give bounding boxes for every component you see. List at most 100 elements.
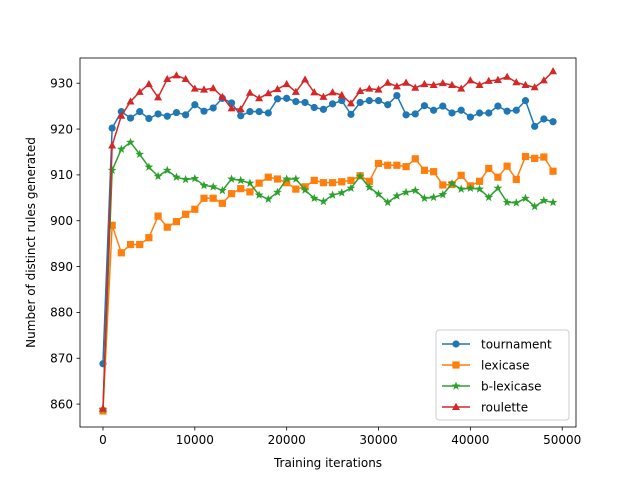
data-point-tournament: [338, 97, 346, 105]
data-point-lexicase: [255, 179, 263, 187]
legend-marker: [451, 381, 461, 390]
y-tick-label: 890: [50, 260, 73, 274]
data-point-tournament: [154, 110, 162, 118]
data-point-roulette: [236, 105, 245, 113]
data-point-b-lexicase: [291, 174, 301, 183]
data-point-tournament: [374, 97, 383, 105]
data-point-tournament: [237, 112, 245, 120]
data-point-roulette: [438, 79, 447, 87]
data-point-lexicase: [328, 179, 337, 187]
data-point-roulette: [273, 84, 282, 93]
data-point-b-lexicase: [199, 180, 209, 190]
data-point-lexicase: [393, 161, 401, 169]
data-point-tournament: [283, 94, 291, 102]
legend-label: tournament: [481, 337, 552, 351]
data-point-lexicase: [512, 175, 520, 184]
data-point-lexicase: [430, 168, 438, 176]
legend-box: [435, 329, 570, 421]
data-point-roulette: [475, 80, 484, 88]
data-point-tournament: [145, 114, 153, 123]
data-point-tournament: [411, 110, 419, 118]
data-point-lexicase: [374, 159, 383, 168]
data-point-b-lexicase: [300, 185, 310, 194]
data-point-lexicase: [365, 177, 373, 185]
data-point-tournament: [126, 114, 135, 122]
data-point-tournament: [264, 109, 272, 117]
data-point-tournament: [439, 102, 447, 110]
data-point-b-lexicase: [126, 137, 135, 147]
data-point-b-lexicase: [548, 197, 558, 207]
legend-marker: [452, 361, 460, 369]
data-point-roulette: [163, 74, 172, 83]
series-tournament: [99, 91, 557, 368]
data-point-roulette: [521, 80, 530, 88]
data-point-b-lexicase: [383, 197, 393, 207]
data-point-roulette: [190, 84, 199, 92]
data-point-lexicase: [191, 205, 199, 213]
legend-label: lexicase: [481, 358, 530, 372]
data-point-lexicase: [485, 164, 493, 173]
x-tick-label: 40000: [451, 433, 489, 447]
data-point-lexicase: [237, 185, 245, 193]
data-point-lexicase: [108, 221, 116, 229]
data-point-tournament: [163, 112, 171, 120]
data-point-tournament: [457, 106, 465, 114]
data-point-b-lexicase: [493, 183, 503, 192]
data-point-b-lexicase: [153, 171, 163, 180]
x-tick-label: 0: [99, 433, 107, 447]
data-point-b-lexicase: [392, 191, 402, 200]
data-point-tournament: [475, 109, 484, 117]
legend-marker: [452, 340, 460, 348]
data-point-b-lexicase: [355, 171, 365, 180]
data-point-tournament: [255, 108, 263, 116]
data-point-lexicase: [411, 155, 419, 163]
data-point-lexicase: [209, 194, 217, 202]
data-point-lexicase: [145, 234, 153, 242]
data-point-roulette: [255, 94, 264, 102]
x-tick-label: 50000: [543, 433, 581, 447]
data-point-b-lexicase: [227, 174, 236, 183]
data-point-roulette: [319, 92, 328, 100]
data-point-lexicase: [540, 153, 548, 161]
data-point-tournament: [540, 115, 548, 123]
data-point-b-lexicase: [144, 162, 154, 171]
data-point-b-lexicase: [273, 187, 282, 197]
data-point-lexicase: [384, 161, 392, 169]
data-point-b-lexicase: [172, 172, 181, 181]
y-tick-label: 860: [50, 397, 73, 411]
data-point-roulette: [108, 141, 117, 149]
data-point-lexicase: [200, 194, 208, 202]
data-point-b-lexicase: [530, 201, 540, 211]
data-point-roulette: [420, 79, 429, 88]
data-point-tournament: [466, 113, 474, 121]
data-point-lexicase: [549, 167, 557, 175]
data-point-b-lexicase: [429, 192, 438, 202]
data-point-lexicase: [246, 188, 254, 196]
data-point-b-lexicase: [337, 188, 347, 197]
data-point-b-lexicase: [502, 197, 512, 207]
data-point-tournament: [384, 101, 392, 109]
data-point-b-lexicase: [309, 193, 319, 202]
data-point-b-lexicase: [254, 190, 264, 199]
data-point-b-lexicase: [135, 149, 145, 158]
data-point-tournament: [292, 97, 300, 106]
data-point-roulette: [301, 75, 310, 83]
data-point-roulette: [310, 88, 319, 96]
legend-label: b-lexicase: [481, 379, 541, 393]
y-tick-label: 880: [50, 306, 73, 320]
data-point-b-lexicase: [374, 189, 383, 198]
data-point-roulette: [144, 79, 153, 88]
data-point-roulette: [549, 67, 558, 75]
data-point-tournament: [420, 102, 429, 110]
data-point-lexicase: [218, 199, 226, 207]
data-point-b-lexicase: [245, 178, 255, 187]
data-point-tournament: [521, 97, 530, 105]
data-point-tournament: [365, 97, 373, 105]
data-point-roulette: [117, 111, 126, 119]
data-point-roulette: [365, 84, 374, 92]
data-point-b-lexicase: [447, 179, 457, 188]
data-point-b-lexicase: [208, 182, 218, 191]
data-point-roulette: [346, 99, 355, 107]
y-tick-label: 910: [50, 168, 73, 182]
data-point-tournament: [512, 106, 520, 114]
